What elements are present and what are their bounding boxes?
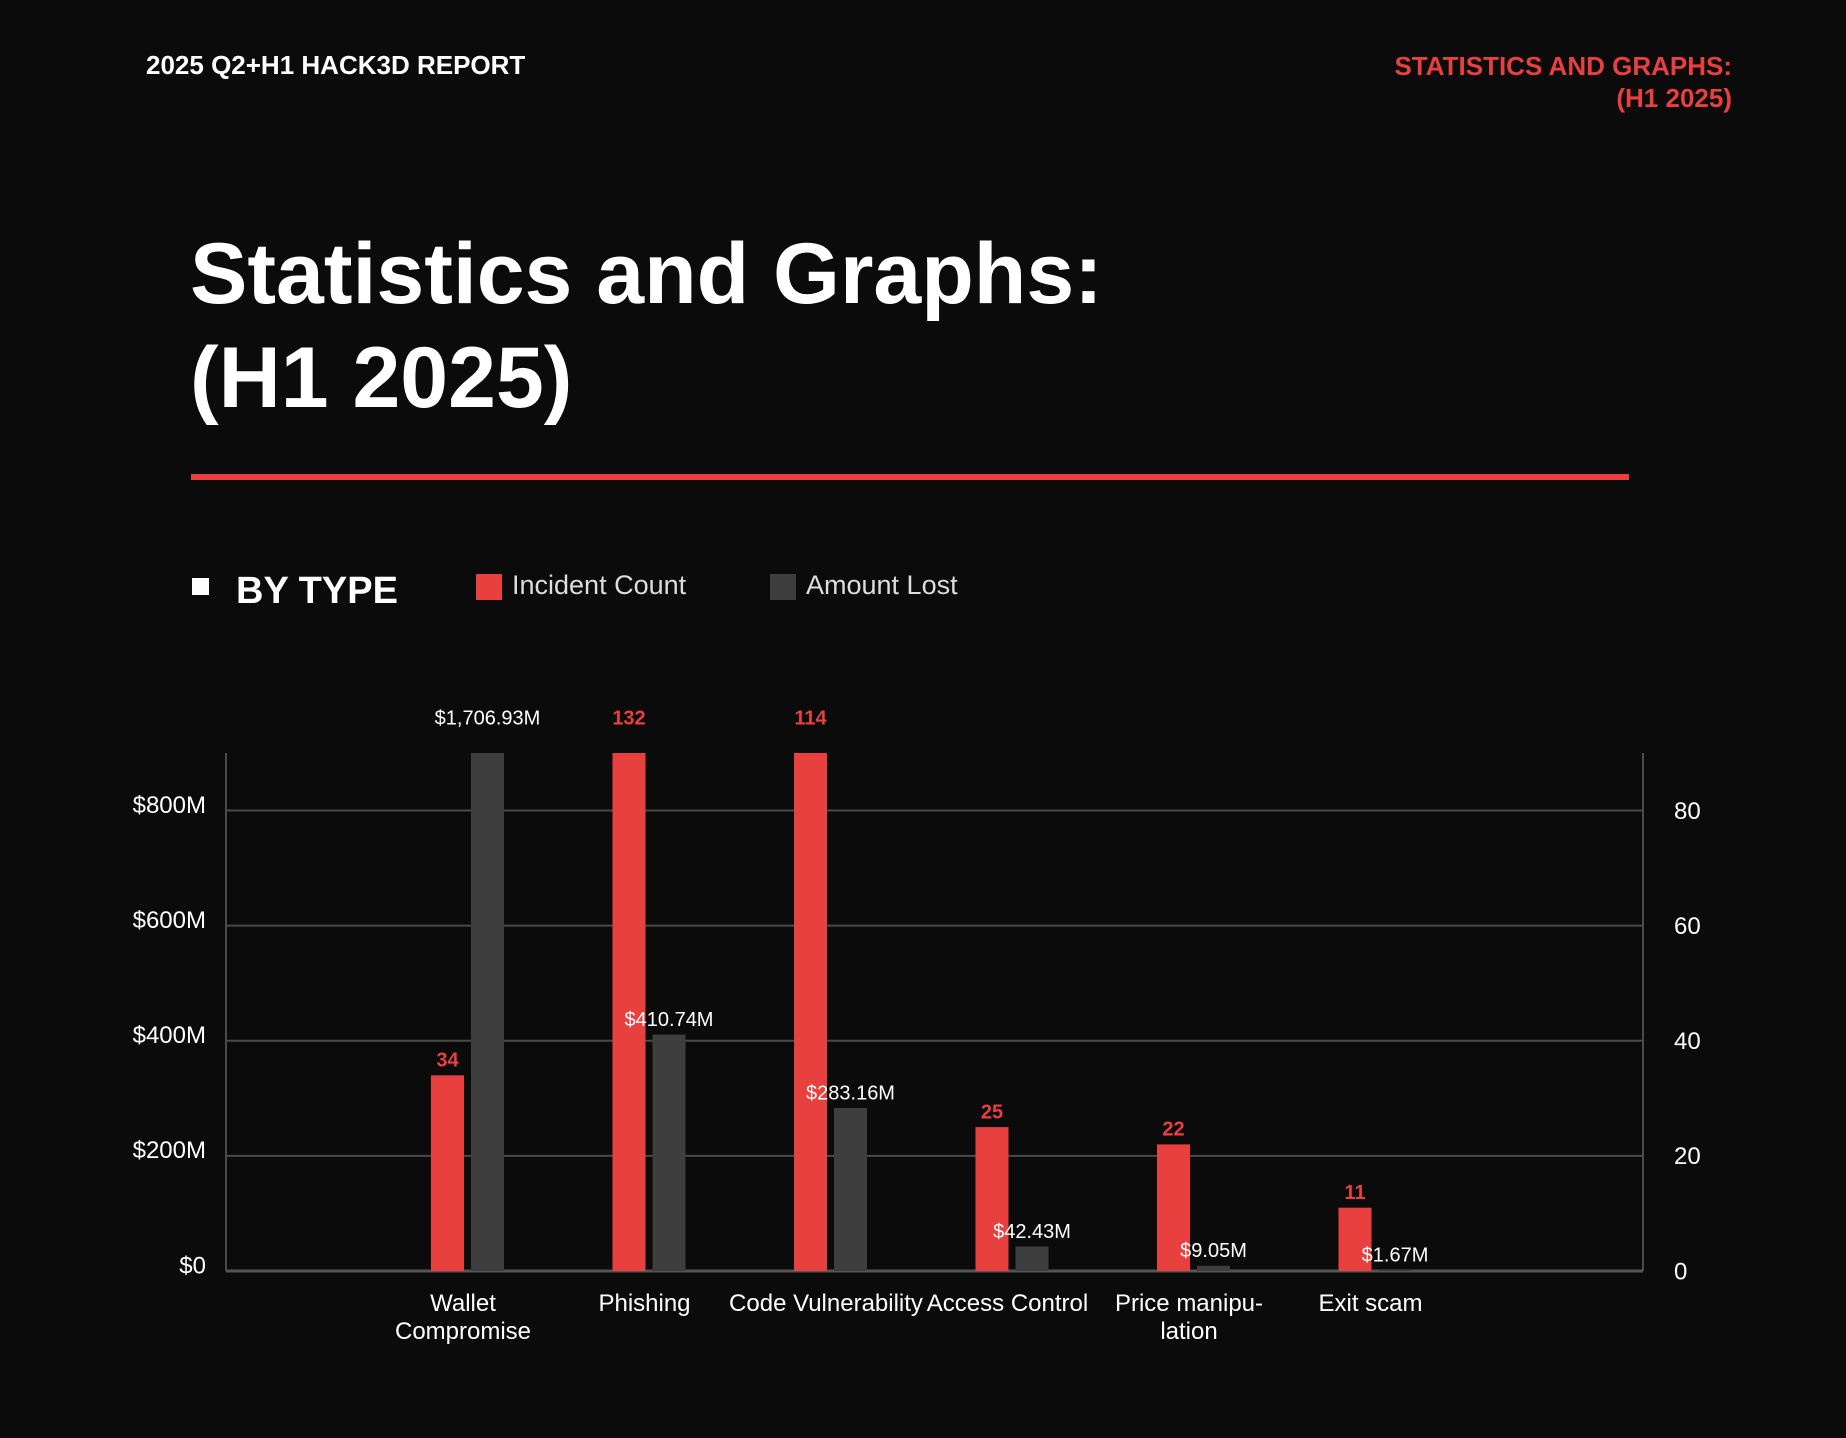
page-title: Statistics and Graphs: (H1 2025)	[190, 226, 1103, 426]
y-tick-label: $800M	[133, 792, 206, 819]
y2-tick-label: 40	[1674, 1028, 1701, 1055]
bar	[652, 1034, 686, 1271]
y-tick-label: $200M	[133, 1137, 206, 1164]
value-label: $1.67M	[1362, 1244, 1429, 1266]
bar	[1338, 1207, 1372, 1271]
bar	[794, 753, 827, 1271]
bar	[1197, 1265, 1230, 1271]
y2-tick-label: 20	[1674, 1143, 1701, 1170]
y-tick-label: $0	[179, 1252, 206, 1279]
bar	[1157, 1144, 1190, 1271]
y2-tick-label: 60	[1674, 913, 1701, 940]
bar	[975, 1127, 1009, 1271]
bar	[471, 753, 504, 1271]
legend-swatch	[770, 574, 796, 600]
bar	[834, 1108, 867, 1271]
value-label: $410.74M	[625, 1009, 714, 1031]
x-tick-label: Wallet Compromise	[394, 1290, 532, 1345]
bars	[431, 753, 1412, 1271]
x-tick-label: Price manipu- lation	[1114, 1290, 1264, 1345]
section-bullet	[192, 578, 209, 595]
value-label: 34	[436, 1050, 459, 1072]
bar	[431, 1075, 464, 1271]
bar	[612, 753, 646, 1271]
value-label: 22	[1162, 1119, 1184, 1141]
value-label: 114	[794, 707, 827, 729]
bar	[1015, 1246, 1049, 1271]
legend-label: Amount Lost	[806, 570, 958, 600]
x-tick-label: Phishing	[598, 1290, 691, 1317]
x-tick-label: Exit scam	[1318, 1290, 1423, 1317]
x-tick-label: Code Vulnerability	[729, 1290, 923, 1317]
value-label: $42.43M	[993, 1221, 1071, 1243]
report-header: 2025 Q2+H1 HACK3D REPORT	[146, 50, 526, 80]
value-label: $1,706.93M	[435, 707, 541, 729]
y2-tick-label: 80	[1674, 798, 1701, 825]
section-header: STATISTICS AND GRAPHS: (H1 2025)	[1394, 51, 1732, 113]
x-tick-label: Access Control	[926, 1290, 1089, 1317]
value-label: 11	[1344, 1182, 1365, 1204]
value-label: 25	[981, 1101, 1003, 1123]
value-label: $9.05M	[1180, 1240, 1247, 1262]
divider	[191, 474, 1629, 480]
value-label: $283.16M	[806, 1082, 895, 1104]
y-tick-label: $600M	[133, 907, 206, 934]
legend-swatch	[476, 574, 502, 600]
y-tick-label: $400M	[133, 1022, 206, 1049]
legend-label: Incident Count	[512, 570, 687, 600]
chart-title: BY TYPE	[236, 570, 398, 612]
value-label: 132	[612, 707, 645, 729]
bar	[1378, 1270, 1412, 1271]
y2-tick-label: 0	[1674, 1258, 1687, 1285]
